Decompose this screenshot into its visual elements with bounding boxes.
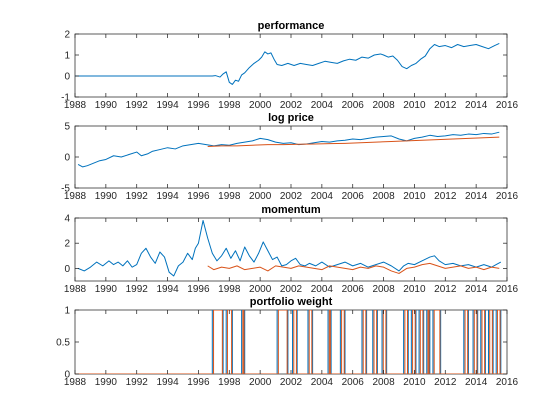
x-tick-label: 2006 <box>342 377 365 388</box>
axes-box <box>74 33 508 98</box>
panel-3: 1988 1990 1992 1994 1996 1998 2000 2002 2004 2006… <box>64 204 519 295</box>
x-tick-label: 2016 <box>496 191 519 202</box>
x-tick-label: 1990 <box>95 284 118 295</box>
x-tick-label: 1994 <box>156 377 179 388</box>
series-line-1 <box>77 131 500 168</box>
panel-title: portfolio weight <box>250 296 333 308</box>
x-tick-label: 1994 <box>156 191 179 202</box>
x-tick-label: 2016 <box>496 100 519 111</box>
x-tick-label: 1998 <box>218 377 241 388</box>
axes-box <box>74 309 508 375</box>
x-tick-label: 2010 <box>403 100 426 111</box>
y-tick-label: 1 <box>64 306 70 317</box>
x-tick-label: 1996 <box>187 191 210 202</box>
x-tick-label: 2014 <box>465 284 488 295</box>
y-tick-label: 0 <box>64 370 70 381</box>
x-tick-label: 2006 <box>342 284 365 295</box>
x-tick-label: 2008 <box>372 191 395 202</box>
x-tick-label: 2004 <box>311 284 334 295</box>
x-tick-label: 1990 <box>95 191 118 202</box>
x-tick-label: 2008 <box>372 100 395 111</box>
x-tick-label: 1988 <box>64 377 87 388</box>
x-tick-label: 1998 <box>218 100 241 111</box>
x-tick-label: 1998 <box>218 284 241 295</box>
series-group <box>75 42 500 85</box>
panel-title: performance <box>258 20 325 32</box>
series-group <box>77 131 500 168</box>
y-tick-label: -5 <box>61 184 70 195</box>
panel-title: log price <box>268 112 314 124</box>
series-group <box>77 220 502 277</box>
x-tick-label: 2010 <box>403 284 426 295</box>
series-line-2 <box>207 136 500 147</box>
x-tick-label: 1990 <box>95 100 118 111</box>
x-tick-label: 1988 <box>64 191 87 202</box>
x-tick-label: 1994 <box>156 284 179 295</box>
y-tick-label: 4 <box>64 214 70 225</box>
x-tick-label: 2014 <box>465 377 488 388</box>
x-tick-label: 2012 <box>434 100 457 111</box>
x-tick-label: 2004 <box>311 100 334 111</box>
y-tick-label: 5 <box>64 122 70 133</box>
x-tick-label: 2002 <box>280 284 303 295</box>
y-tick-label: 2 <box>64 30 70 41</box>
x-tick-label: 2010 <box>403 377 426 388</box>
y-tick-label: 0.5 <box>56 338 70 349</box>
x-tick-label: 2014 <box>465 191 488 202</box>
x-tick-label: 2012 <box>434 191 457 202</box>
y-tick-label: -1 <box>61 93 70 104</box>
x-tick-label: 2006 <box>342 191 365 202</box>
x-tick-label: 1990 <box>95 377 118 388</box>
x-tick-label: 1988 <box>64 100 87 111</box>
series-line-2 <box>207 262 500 274</box>
x-tick-label: 2000 <box>249 100 272 111</box>
x-tick-label: 1996 <box>187 100 210 111</box>
y-tick-label: 0 <box>64 153 70 164</box>
x-tick-label: 1996 <box>187 377 210 388</box>
axes-box <box>74 125 508 189</box>
x-tick-label: 2016 <box>496 377 519 388</box>
x-tick-label: 1988 <box>64 284 87 295</box>
x-tick-label: 1992 <box>126 377 149 388</box>
x-tick-label: 2002 <box>280 191 303 202</box>
x-tick-label: 2004 <box>311 191 334 202</box>
x-tick-label: 1998 <box>218 191 241 202</box>
x-tick-label: 2010 <box>403 191 426 202</box>
x-tick-label: 1992 <box>126 100 149 111</box>
panel-4: 1988 1990 1992 1994 1996 1998 2000 2002 2004 2006… <box>56 296 518 388</box>
x-tick-label: 2000 <box>249 377 272 388</box>
x-tick-label: 2012 <box>434 377 457 388</box>
panel-title: momentum <box>261 204 321 216</box>
x-tick-label: 2002 <box>280 377 303 388</box>
y-tick-label: 2 <box>64 239 70 250</box>
x-tick-label: 2004 <box>311 377 334 388</box>
x-tick-label: 2002 <box>280 100 303 111</box>
series-line-1 <box>77 220 502 277</box>
x-tick-label: 2000 <box>249 284 272 295</box>
x-tick-label: 1992 <box>126 284 149 295</box>
x-tick-label: 2008 <box>372 284 395 295</box>
x-tick-label: 1992 <box>126 191 149 202</box>
y-tick-label: 1 <box>64 51 70 62</box>
panel-1: 1988 1990 1992 1994 1996 1998 2000 2002 2004 2006… <box>61 20 518 111</box>
x-tick-label: 2000 <box>249 191 272 202</box>
axes-box <box>74 217 508 282</box>
y-tick-label: 0 <box>64 72 70 83</box>
x-tick-label: 2016 <box>496 284 519 295</box>
x-tick-label: 2014 <box>465 100 488 111</box>
panel-2: 1988 1990 1992 1994 1996 1998 2000 2002 2004 2006… <box>61 112 518 202</box>
x-tick-label: 2012 <box>434 284 457 295</box>
x-tick-label: 2006 <box>342 100 365 111</box>
y-tick-label: 0 <box>64 264 70 275</box>
x-tick-label: 2008 <box>372 377 395 388</box>
x-tick-label: 1996 <box>187 284 210 295</box>
x-tick-label: 1994 <box>156 100 179 111</box>
series-line-1 <box>75 42 500 85</box>
